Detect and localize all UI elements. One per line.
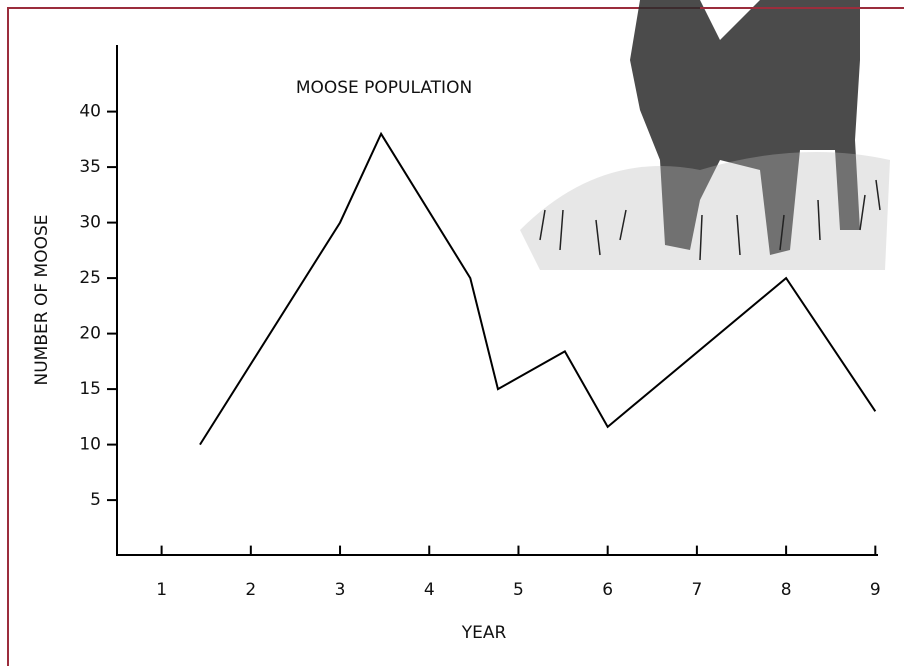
x-tick-label: 6 [602,580,613,600]
x-tick-label: 9 [870,580,881,600]
moose-illustration [520,0,890,270]
y-tick-label: 35 [79,157,101,177]
y-tick-label: 10 [79,435,101,455]
y-tick-label: 40 [79,102,101,122]
data-line [199,131,877,446]
x-tick-label: 5 [513,580,524,600]
x-tick-label: 1 [156,580,167,600]
frame [7,7,904,666]
x-axis-label: YEAR [461,623,507,643]
y-tick-label: 30 [79,213,101,233]
y-tick-label: 20 [79,324,101,344]
y-tick-label: 5 [90,490,101,510]
x-tick-label: 4 [424,580,435,600]
y-tick-label: 15 [79,379,101,399]
x-tick-label: 2 [245,580,256,600]
y-axis-label: NUMBER OF MOOSE [32,215,52,386]
x-tick-label: 7 [691,580,702,600]
y-tick-label: 25 [79,268,101,288]
x-tick-label: 8 [781,580,792,600]
chart-title: MOOSE POPULATION [296,78,472,98]
x-tick-label: 3 [335,580,346,600]
